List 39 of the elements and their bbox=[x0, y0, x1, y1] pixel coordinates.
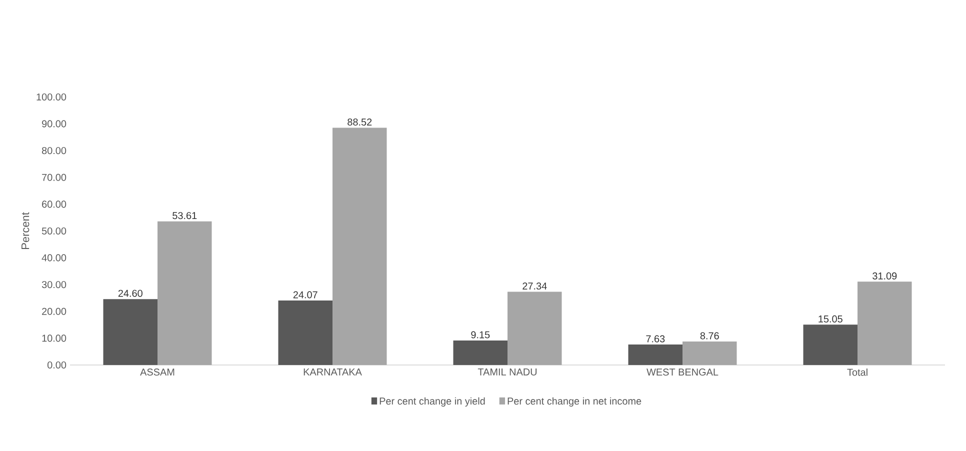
y-tick-label: 60.00 bbox=[42, 200, 66, 208]
data-label: 31.09 bbox=[872, 272, 897, 280]
x-tick-label: WEST BENGAL bbox=[646, 368, 718, 376]
y-tick-label: 50.00 bbox=[42, 227, 66, 235]
bar bbox=[158, 221, 212, 365]
data-label: 88.52 bbox=[348, 118, 372, 126]
data-label: 24.07 bbox=[293, 291, 318, 298]
data-label: 15.05 bbox=[818, 315, 842, 322]
data-label: 24.60 bbox=[118, 290, 142, 297]
data-label: 53.61 bbox=[172, 212, 197, 220]
bar bbox=[803, 324, 858, 365]
y-tick-label: 20.00 bbox=[42, 308, 66, 315]
y-tick-label: 40.00 bbox=[42, 254, 66, 262]
y-tick-label: 100.00 bbox=[36, 93, 66, 101]
bar bbox=[628, 344, 683, 365]
x-tick-label: Total bbox=[847, 368, 868, 376]
y-tick-label: 30.00 bbox=[42, 281, 66, 288]
bar bbox=[858, 282, 912, 365]
y-tick-label: 80.00 bbox=[42, 147, 66, 154]
legend-label: Per cent change in yield bbox=[380, 397, 485, 407]
bar bbox=[453, 340, 508, 365]
y-tick-label: 70.00 bbox=[42, 174, 66, 181]
data-label: 7.63 bbox=[646, 335, 665, 342]
data-label: 27.34 bbox=[522, 282, 547, 290]
x-tick-label: ASSAM bbox=[140, 368, 174, 376]
bar bbox=[682, 342, 737, 365]
bar bbox=[278, 300, 333, 365]
bar bbox=[103, 299, 158, 365]
legend-label: Per cent change in net income bbox=[508, 397, 642, 407]
y-axis-title: Percent bbox=[22, 212, 30, 249]
x-tick-label: KARNATAKA bbox=[304, 368, 362, 376]
y-tick-label: 10.00 bbox=[42, 334, 66, 342]
y-tick-label: 90.00 bbox=[42, 120, 66, 128]
data-label: 8.76 bbox=[700, 332, 719, 340]
bar bbox=[332, 128, 387, 365]
data-label: 9.15 bbox=[471, 331, 490, 338]
bar bbox=[508, 292, 562, 365]
y-tick-label: 0.00 bbox=[47, 361, 66, 369]
x-tick-label: TAMIL NADU bbox=[478, 368, 537, 376]
